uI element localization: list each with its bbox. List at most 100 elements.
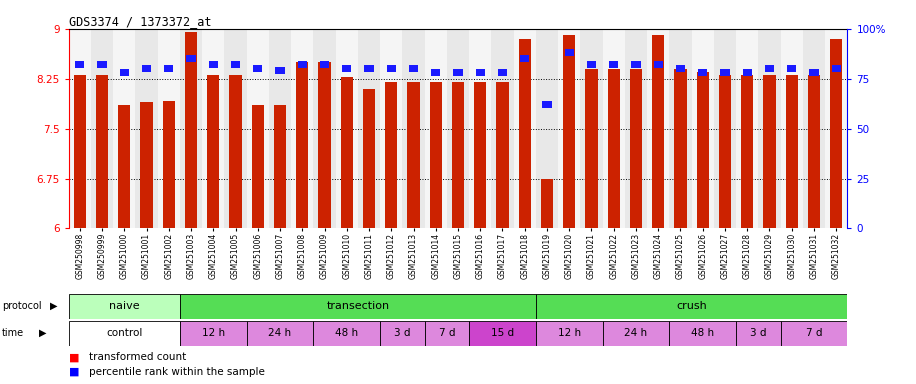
- Bar: [180, 294, 536, 319]
- Text: naive: naive: [109, 301, 139, 311]
- Text: transection: transection: [326, 301, 389, 311]
- Bar: [73, 75, 86, 228]
- Bar: [647, 29, 670, 228]
- Bar: [802, 29, 825, 228]
- Bar: [202, 29, 224, 228]
- Bar: [180, 29, 202, 228]
- Bar: [786, 75, 798, 228]
- Bar: [164, 65, 173, 72]
- Bar: [514, 29, 536, 228]
- Bar: [630, 69, 642, 228]
- Bar: [743, 69, 752, 76]
- Bar: [246, 321, 313, 346]
- Bar: [313, 29, 335, 228]
- Bar: [69, 294, 180, 319]
- Bar: [780, 29, 802, 228]
- Text: transformed count: transformed count: [89, 352, 186, 362]
- Text: 7 d: 7 d: [439, 328, 455, 338]
- Bar: [536, 321, 603, 346]
- Text: ▶: ▶: [50, 301, 58, 311]
- Bar: [558, 29, 581, 228]
- Bar: [603, 29, 625, 228]
- Bar: [469, 321, 536, 346]
- Bar: [469, 29, 491, 228]
- Bar: [808, 75, 820, 228]
- Bar: [298, 61, 307, 68]
- Bar: [825, 29, 847, 228]
- Bar: [207, 75, 220, 228]
- Bar: [518, 39, 531, 228]
- Bar: [609, 61, 618, 68]
- Bar: [120, 69, 129, 76]
- Text: 3 d: 3 d: [750, 328, 767, 338]
- Bar: [402, 29, 425, 228]
- Text: 12 h: 12 h: [558, 328, 581, 338]
- Bar: [246, 29, 269, 228]
- Bar: [670, 321, 736, 346]
- Bar: [832, 65, 841, 72]
- Text: 7 d: 7 d: [806, 328, 823, 338]
- Bar: [581, 29, 603, 228]
- Bar: [603, 321, 670, 346]
- Bar: [765, 65, 774, 72]
- Bar: [780, 321, 847, 346]
- Bar: [365, 65, 374, 72]
- Bar: [587, 61, 596, 68]
- Bar: [536, 29, 558, 228]
- Bar: [408, 82, 420, 228]
- Bar: [540, 179, 553, 228]
- Bar: [274, 105, 286, 228]
- Bar: [564, 49, 573, 56]
- Bar: [229, 75, 242, 228]
- Bar: [787, 65, 796, 72]
- Bar: [387, 65, 396, 72]
- Bar: [224, 29, 246, 228]
- Bar: [631, 61, 640, 68]
- Bar: [231, 61, 240, 68]
- Bar: [654, 61, 663, 68]
- Bar: [180, 321, 246, 346]
- Text: protocol: protocol: [2, 301, 41, 311]
- Bar: [409, 65, 418, 72]
- Bar: [585, 69, 597, 228]
- Bar: [320, 61, 329, 68]
- Bar: [69, 29, 91, 228]
- Bar: [319, 62, 331, 228]
- Bar: [698, 69, 707, 76]
- Bar: [430, 82, 442, 228]
- Bar: [380, 321, 425, 346]
- Text: 3 d: 3 d: [394, 328, 410, 338]
- Bar: [114, 29, 136, 228]
- Bar: [447, 29, 469, 228]
- Text: 12 h: 12 h: [202, 328, 224, 338]
- Bar: [69, 321, 180, 346]
- Text: 15 d: 15 d: [491, 328, 514, 338]
- Bar: [142, 65, 151, 72]
- Bar: [720, 69, 729, 76]
- Bar: [296, 62, 309, 228]
- Text: control: control: [106, 328, 143, 338]
- Text: GDS3374 / 1373372_at: GDS3374 / 1373372_at: [69, 15, 212, 28]
- Bar: [425, 29, 447, 228]
- Bar: [118, 105, 130, 228]
- Bar: [91, 29, 114, 228]
- Text: ■: ■: [69, 367, 79, 377]
- Text: time: time: [2, 328, 24, 338]
- Bar: [452, 82, 464, 228]
- Bar: [276, 67, 285, 74]
- Bar: [607, 69, 620, 228]
- Bar: [830, 39, 843, 228]
- Bar: [741, 75, 753, 228]
- Bar: [313, 321, 380, 346]
- Bar: [253, 65, 262, 72]
- Bar: [736, 29, 758, 228]
- Bar: [625, 29, 647, 228]
- Bar: [140, 102, 153, 228]
- Bar: [736, 321, 780, 346]
- Text: 24 h: 24 h: [625, 328, 648, 338]
- Bar: [431, 69, 441, 76]
- Bar: [670, 29, 692, 228]
- Bar: [758, 29, 780, 228]
- Bar: [158, 29, 180, 228]
- Bar: [474, 82, 486, 228]
